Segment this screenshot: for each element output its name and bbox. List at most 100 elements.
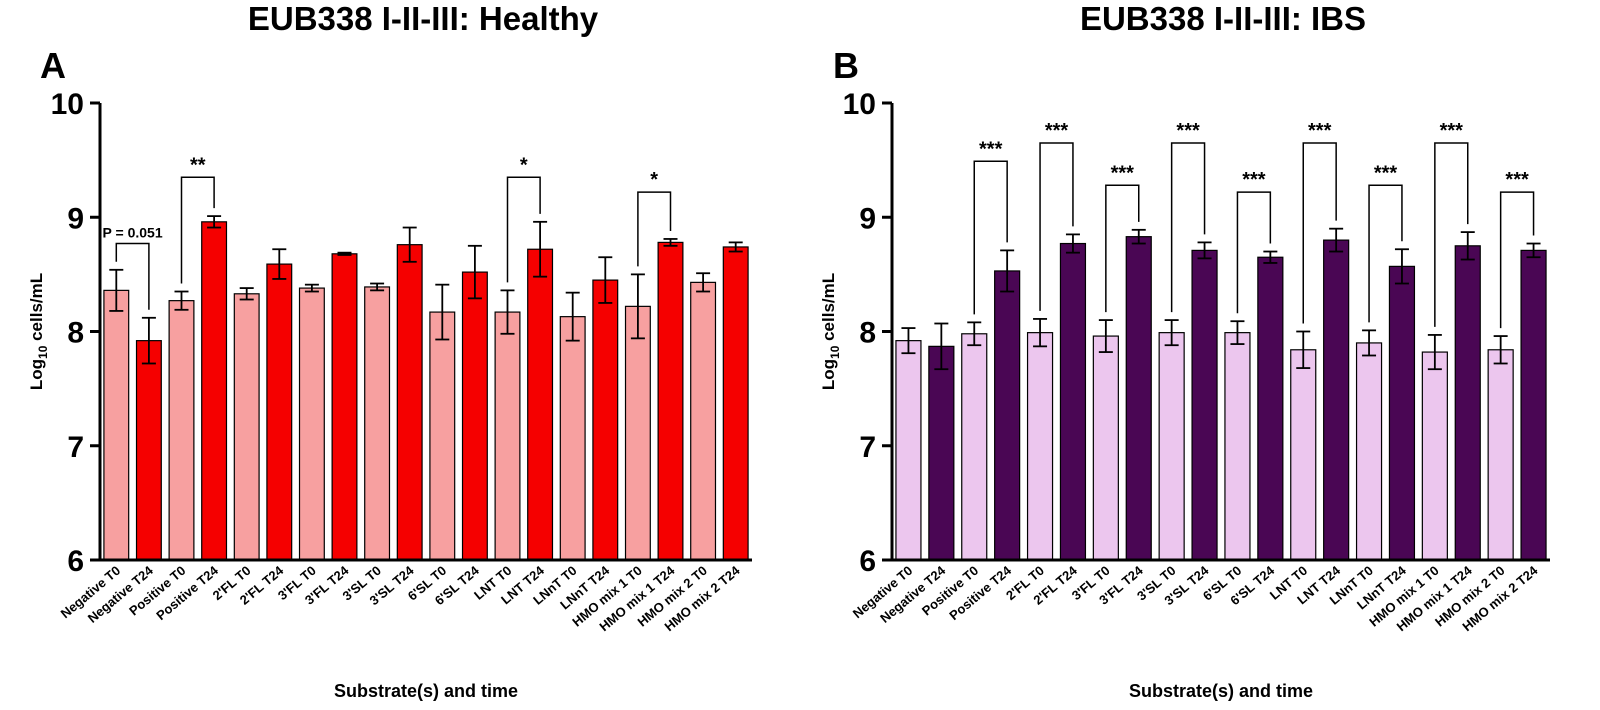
y-axis-label-unit: cells/mL	[819, 273, 838, 346]
bracket-line	[1039, 142, 1074, 311]
error-bar	[1296, 330, 1311, 369]
significance-bracket: ***	[1499, 169, 1535, 329]
error-bar	[1000, 249, 1015, 293]
bracket-line	[1170, 142, 1206, 313]
significance-bracket: ***	[1368, 162, 1403, 323]
significance-label: ***	[1308, 120, 1332, 142]
panel-letter: B	[833, 45, 859, 86]
bar	[722, 246, 749, 561]
significance-bracket: ***	[1105, 162, 1140, 313]
error-bar	[967, 321, 982, 347]
bar	[233, 293, 260, 561]
error-bar	[1427, 334, 1442, 371]
error-bar	[1065, 233, 1080, 254]
panel-letter: A	[40, 45, 66, 86]
bar	[1487, 349, 1514, 561]
bar	[396, 244, 423, 561]
error-bar	[1033, 318, 1048, 348]
significance-label: ***	[1176, 120, 1200, 142]
bar	[1191, 249, 1218, 561]
bracket-line	[1105, 184, 1140, 313]
bar	[1257, 256, 1284, 561]
bracket-line	[973, 160, 1008, 315]
chart-title: EUB338 I-II-III: IBS	[1080, 0, 1366, 37]
y-tick-label: 8	[859, 317, 876, 350]
error-bar	[1098, 319, 1113, 353]
bar	[657, 241, 684, 561]
significance-bracket: ***	[1039, 120, 1074, 311]
significance-bracket: ***	[1434, 120, 1469, 327]
significance-label: ***	[1045, 120, 1069, 142]
bracket-line	[1236, 191, 1272, 314]
bracket-line	[115, 242, 150, 310]
bar	[994, 270, 1021, 561]
bar	[1355, 342, 1383, 561]
significance-bracket: **	[180, 154, 215, 284]
error-bar	[598, 256, 613, 304]
bracket-line	[637, 191, 672, 267]
error-bar	[1263, 250, 1278, 264]
significance-label: *	[650, 169, 658, 191]
bar	[928, 345, 955, 561]
significance-bracket: ***	[1236, 169, 1272, 314]
y-axis-label: Log10 cells/mL	[27, 273, 50, 390]
chart-title: EUB338 I-II-III: Healthy	[248, 0, 599, 37]
y-tick-label: 8	[67, 317, 84, 350]
error-bar	[1329, 227, 1344, 253]
error-bar	[109, 268, 124, 312]
error-bar	[663, 238, 678, 247]
significance-bracket: P = 0.051	[103, 225, 163, 310]
bar	[1290, 349, 1317, 561]
significance-label: ***	[1242, 169, 1266, 191]
bar	[298, 287, 325, 561]
y-axis-label-subscript: 10	[36, 345, 50, 359]
bar	[1454, 245, 1481, 561]
bar	[1323, 239, 1350, 561]
bracket-line	[1368, 184, 1403, 323]
error-bar	[1460, 231, 1475, 261]
bar	[461, 271, 488, 561]
error-bar	[1362, 329, 1377, 357]
bar	[1224, 332, 1251, 561]
error-bar	[467, 244, 482, 300]
bar	[135, 340, 162, 561]
bar	[624, 305, 651, 561]
error-bar	[207, 215, 222, 229]
error-bar	[337, 251, 352, 256]
error-bar	[630, 273, 645, 340]
x-axis-label: Substrate(s) and time	[1129, 681, 1313, 701]
error-bar	[500, 289, 515, 335]
bar	[527, 248, 554, 561]
bracket-line	[1302, 142, 1337, 324]
significance-label: ***	[1440, 120, 1464, 142]
error-bar	[934, 322, 949, 371]
y-tick-label: 7	[67, 431, 84, 464]
significance-label: P = 0.051	[103, 225, 163, 241]
bar	[559, 316, 586, 561]
significance-label: ***	[1111, 162, 1135, 184]
error-bar	[1230, 320, 1245, 345]
error-bar	[1526, 242, 1541, 259]
error-bar	[1164, 319, 1179, 347]
bar	[364, 286, 391, 561]
y-tick-label: 6	[859, 545, 876, 578]
significance-bracket: *	[506, 154, 541, 283]
y-tick-label: 7	[859, 431, 876, 464]
bar	[592, 279, 619, 561]
bar	[1059, 242, 1087, 561]
y-tick-label: 10	[843, 88, 876, 121]
error-bar	[1197, 241, 1212, 260]
error-bar	[304, 283, 319, 293]
x-axis-label: Substrate(s) and time	[334, 681, 518, 701]
error-bar	[1131, 228, 1146, 245]
error-bar	[696, 272, 711, 293]
bar	[266, 263, 293, 561]
significance-label: *	[520, 154, 528, 176]
bar	[429, 311, 456, 561]
y-tick-label: 6	[67, 545, 84, 578]
error-bar	[239, 287, 254, 301]
error-bar	[901, 327, 916, 355]
chart-panel-a: EUB338 I-II-III: HealthyA678910Negative …	[27, 0, 752, 701]
significance-bracket: ***	[1302, 120, 1337, 324]
